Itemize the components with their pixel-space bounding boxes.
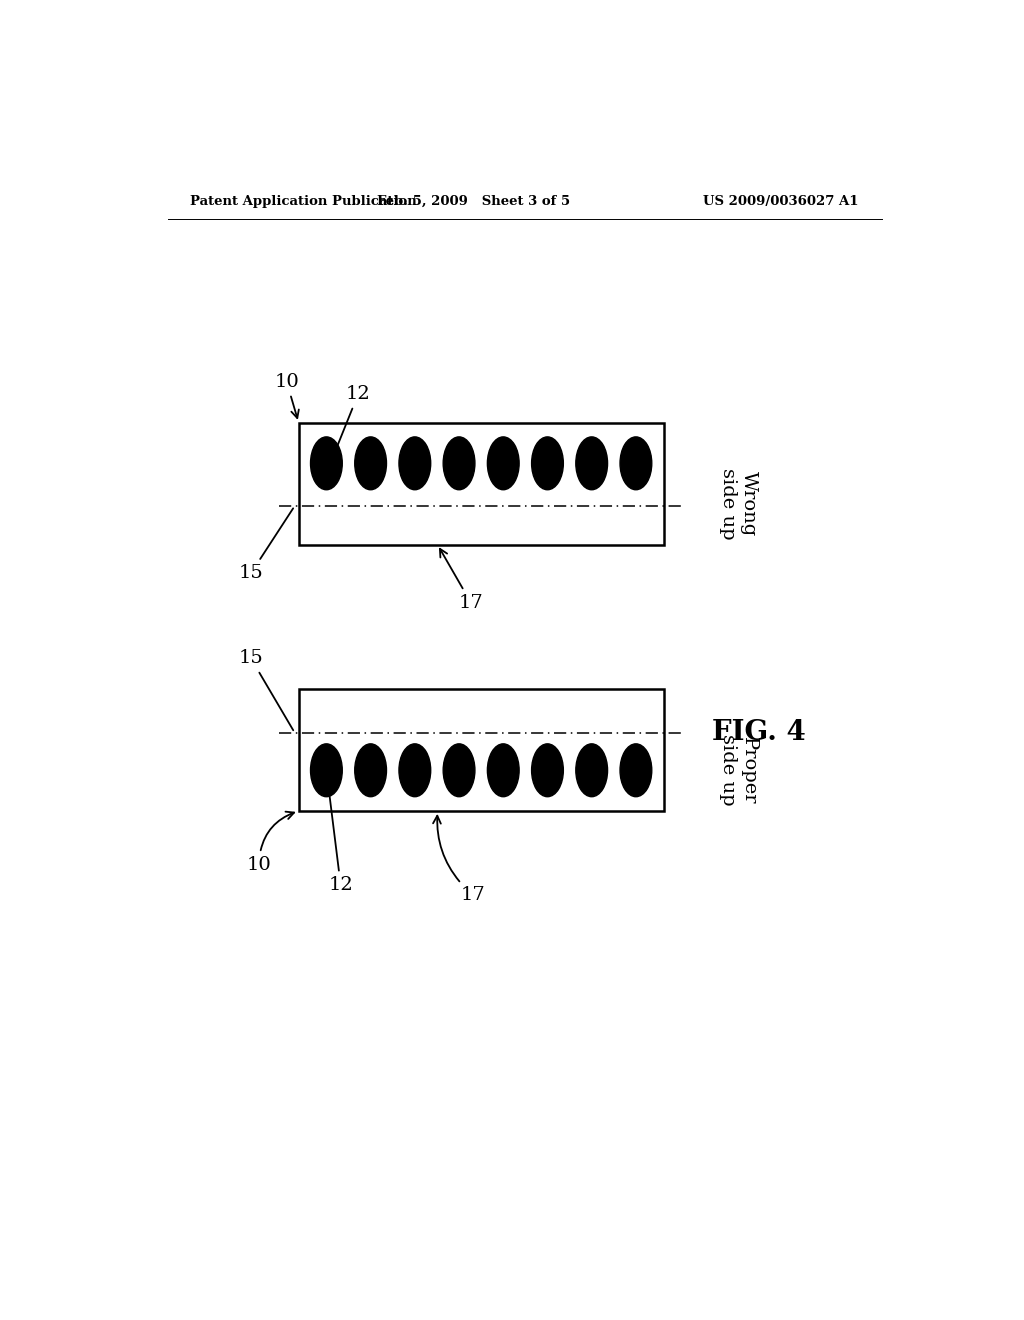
Text: Proper
side up: Proper side up xyxy=(719,734,758,807)
Text: 15: 15 xyxy=(239,649,293,730)
Bar xyxy=(299,422,664,545)
Ellipse shape xyxy=(310,744,342,797)
Ellipse shape xyxy=(310,437,342,490)
Text: 17: 17 xyxy=(440,549,483,611)
Text: FIG. 4: FIG. 4 xyxy=(712,719,806,746)
Ellipse shape xyxy=(354,437,386,490)
Text: US 2009/0036027 A1: US 2009/0036027 A1 xyxy=(702,194,858,207)
Ellipse shape xyxy=(621,437,651,490)
Ellipse shape xyxy=(575,437,607,490)
Text: 15: 15 xyxy=(239,508,293,582)
Ellipse shape xyxy=(354,744,386,797)
Ellipse shape xyxy=(575,744,607,797)
Text: 12: 12 xyxy=(324,775,353,894)
Text: Wrong
side up: Wrong side up xyxy=(719,469,758,540)
Ellipse shape xyxy=(487,744,519,797)
Ellipse shape xyxy=(399,744,431,797)
Ellipse shape xyxy=(531,437,563,490)
Ellipse shape xyxy=(399,437,431,490)
Text: Patent Application Publication: Patent Application Publication xyxy=(189,194,417,207)
Ellipse shape xyxy=(621,744,651,797)
Ellipse shape xyxy=(443,437,475,490)
Ellipse shape xyxy=(531,744,563,797)
Ellipse shape xyxy=(487,437,519,490)
Text: 10: 10 xyxy=(274,374,299,418)
Text: Feb. 5, 2009   Sheet 3 of 5: Feb. 5, 2009 Sheet 3 of 5 xyxy=(377,194,569,207)
Text: 17: 17 xyxy=(433,816,485,904)
Text: 12: 12 xyxy=(332,385,371,459)
Ellipse shape xyxy=(443,744,475,797)
Text: 10: 10 xyxy=(247,812,294,874)
Bar xyxy=(299,689,664,810)
